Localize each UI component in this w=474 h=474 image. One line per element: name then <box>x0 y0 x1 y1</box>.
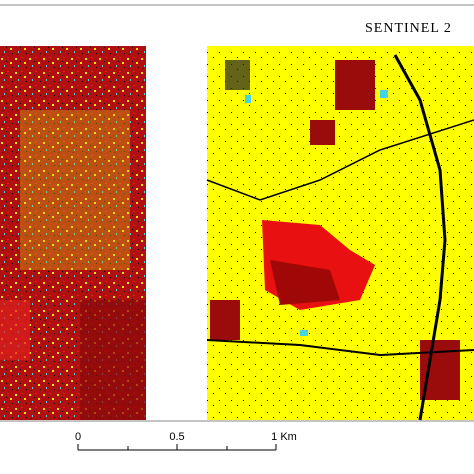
patch <box>335 60 375 110</box>
red-patch <box>0 300 30 360</box>
water <box>380 90 388 98</box>
water <box>245 95 251 103</box>
dark-patch <box>80 300 146 420</box>
scale-label: 1 Km <box>271 431 297 443</box>
right-panel <box>206 46 474 421</box>
patch <box>210 300 240 340</box>
urban-speckle <box>20 110 130 270</box>
left-panel <box>0 46 146 420</box>
scale-label: 0 <box>75 431 81 443</box>
patch <box>225 60 250 90</box>
dark-red-area <box>270 260 340 305</box>
road <box>206 119 474 201</box>
road <box>393 54 447 421</box>
patch <box>310 120 335 145</box>
map-title: SENTINEL 2 <box>365 21 452 36</box>
water <box>300 330 308 336</box>
scale-label: 0.5 <box>169 431 184 443</box>
road <box>206 339 474 357</box>
scale-bar <box>77 444 277 451</box>
patch <box>420 340 460 400</box>
